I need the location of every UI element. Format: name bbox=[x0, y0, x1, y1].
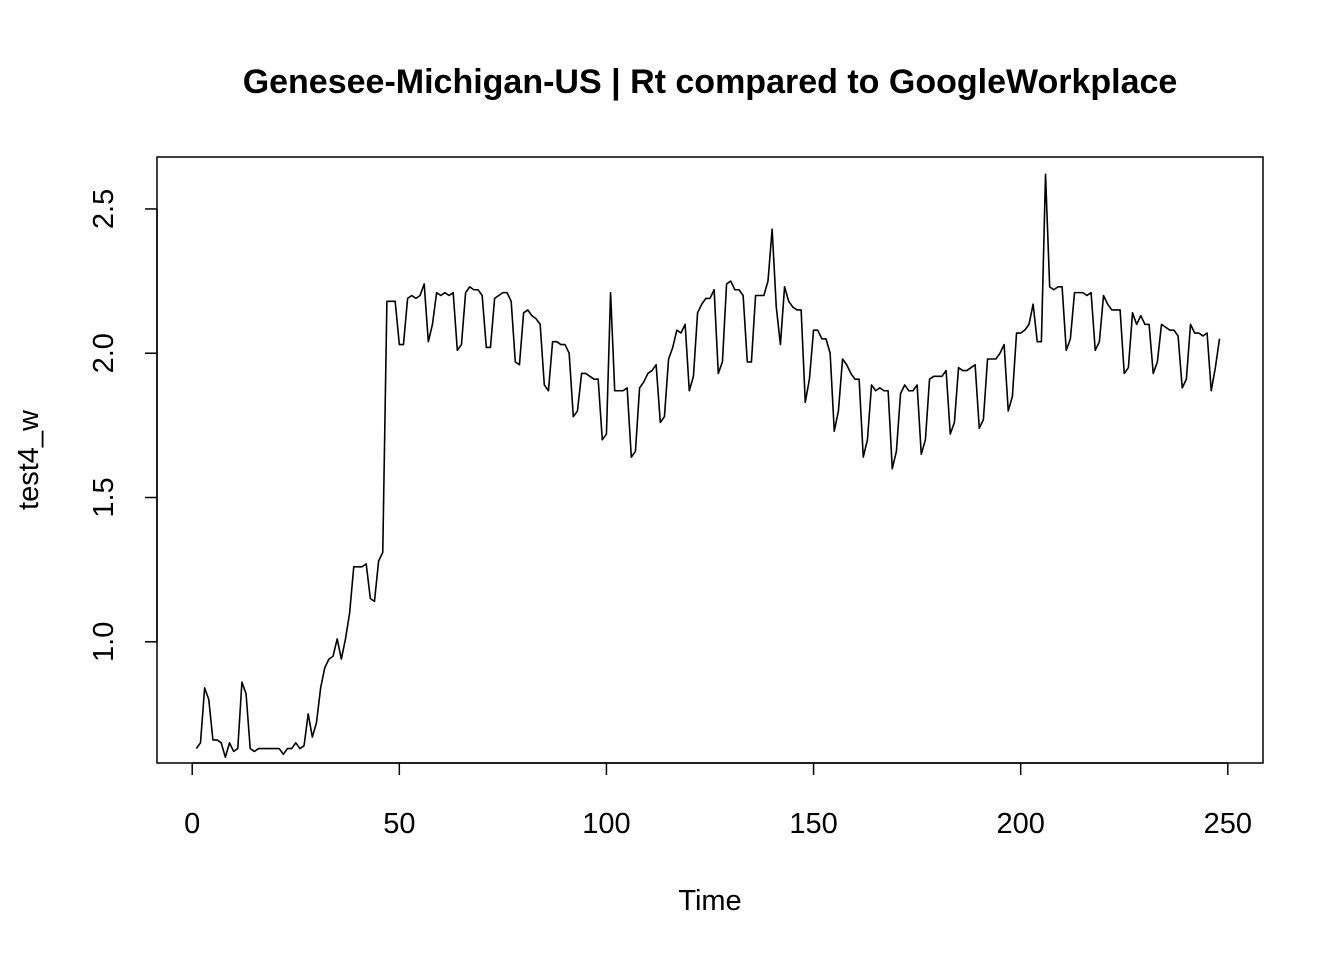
series-line bbox=[195, 173, 1221, 759]
x-tick-label: 0 bbox=[184, 808, 200, 840]
y-axis-label: test4_w bbox=[13, 409, 45, 510]
y-tick-label: 2.5 bbox=[88, 189, 120, 229]
x-tick-label: 250 bbox=[1204, 808, 1252, 840]
y-tick-label: 1.0 bbox=[88, 622, 120, 662]
x-axis-label: Time bbox=[678, 885, 741, 917]
x-axis: 0 50 100 150 200 250 bbox=[184, 762, 1252, 840]
x-tick-label: 50 bbox=[383, 808, 415, 840]
plot-frame bbox=[156, 156, 1264, 764]
chart-title: Genesee-Michigan-US | Rt compared to Goo… bbox=[243, 63, 1178, 101]
series-layer bbox=[195, 173, 1221, 759]
y-axis: 1.0 1.5 2.0 2.5 bbox=[88, 189, 158, 662]
y-tick-label: 2.0 bbox=[88, 333, 120, 373]
x-tick-label: 150 bbox=[789, 808, 837, 840]
x-tick-label: 100 bbox=[582, 808, 630, 840]
y-tick-label: 1.5 bbox=[88, 477, 120, 517]
x-tick-label: 200 bbox=[996, 808, 1044, 840]
